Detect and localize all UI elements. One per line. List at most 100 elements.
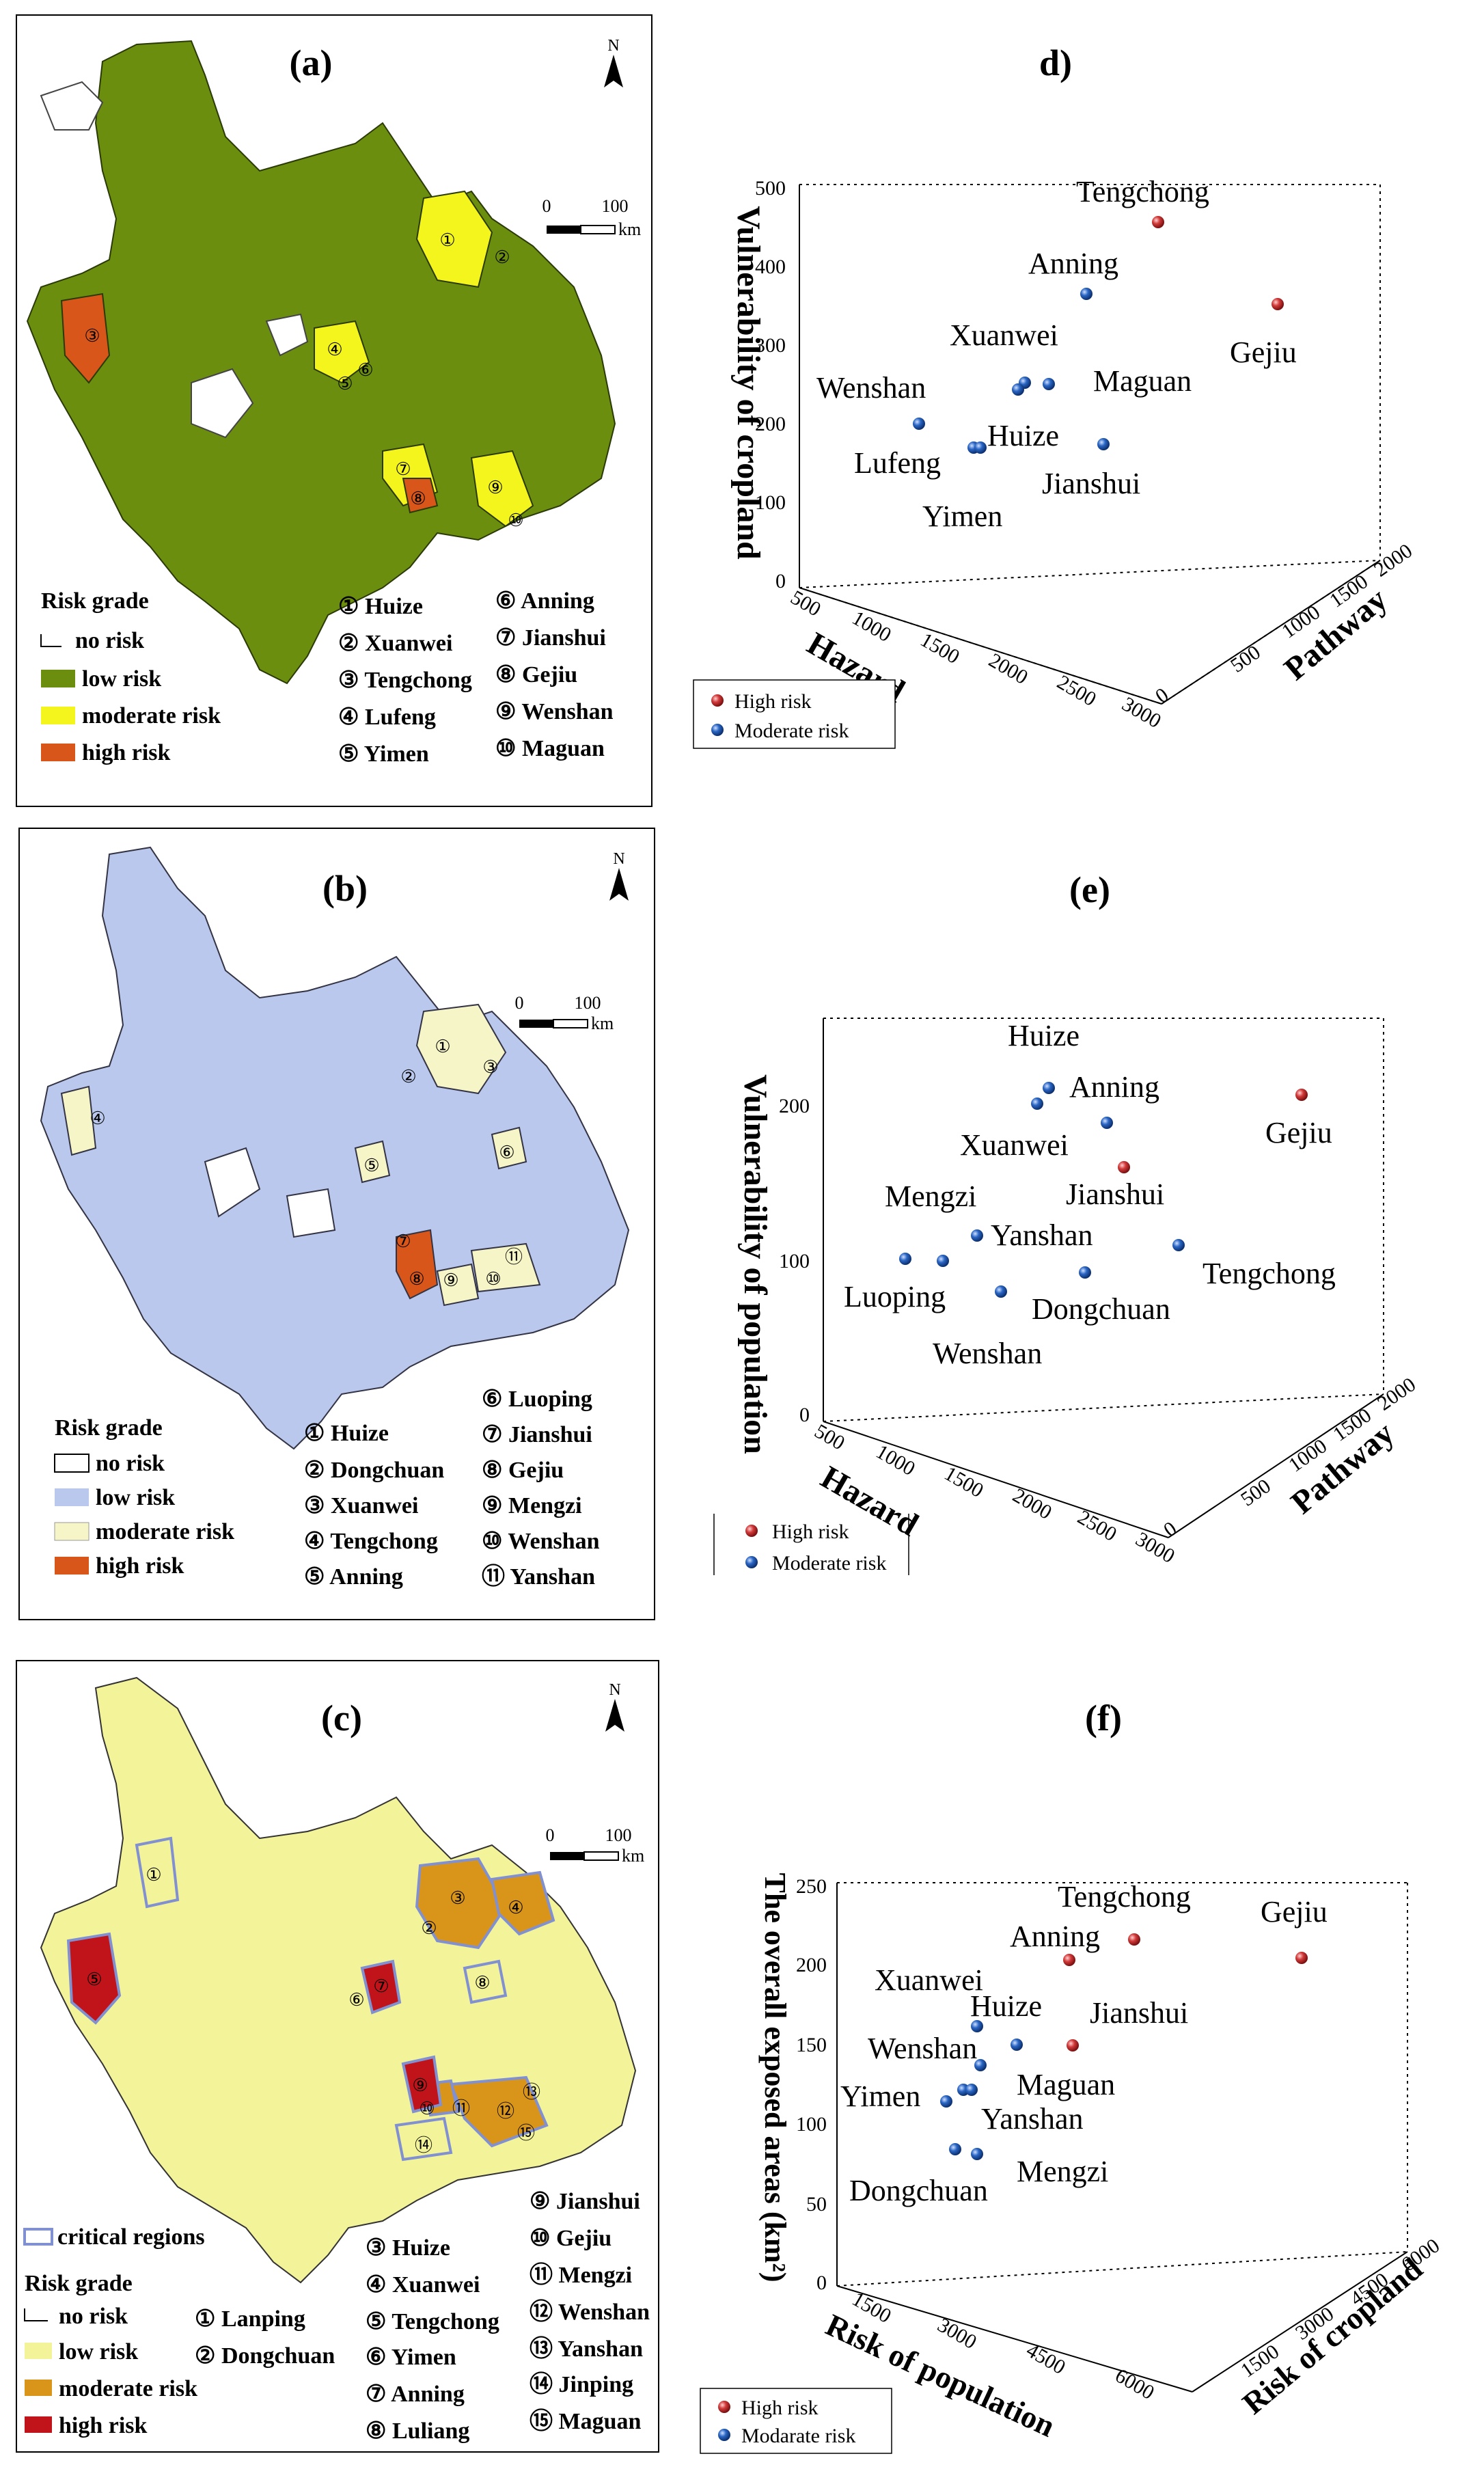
svg-text:⑦ Jianshui: ⑦ Jianshui — [482, 1422, 592, 1447]
panel-e-points — [899, 1082, 1308, 1298]
panel-b-frame — [18, 828, 655, 1620]
point-label: Wenshan — [868, 2032, 977, 2065]
panel-c-critical-outline — [394, 2116, 453, 2162]
panel-a-high-area — [402, 478, 439, 514]
svg-text:① Huize: ① Huize — [304, 1421, 389, 1446]
svg-text:100: 100 — [605, 1825, 632, 1845]
point-label: Mengzi — [885, 1180, 976, 1213]
panel-c-marker: ⑦ — [373, 1976, 389, 1996]
panel-f-ylabel: Risk of cropland — [1236, 2250, 1429, 2421]
panel-b-moderate-area — [415, 1003, 507, 1095]
panel-c-marker: ② — [421, 1918, 437, 1938]
panel-c-scale-bar: 0 100 km — [546, 1825, 645, 1866]
svg-text:500: 500 — [787, 586, 825, 621]
svg-text:300: 300 — [755, 334, 786, 357]
panel-d-zlabel: Vulnerability of cropland — [730, 206, 767, 560]
panel-b-province-shape — [40, 846, 630, 1450]
panel-f-zlabel: The overall exposed areas (km²) — [758, 1873, 792, 2282]
panel-e-point-moderate — [1101, 1117, 1113, 1129]
panel-a-frame — [16, 14, 652, 807]
panel-d-axes-lines — [799, 185, 1381, 705]
point-label: Jianshui — [1090, 1996, 1188, 2030]
svg-text:⑨ Mengzi: ⑨ Mengzi — [482, 1493, 582, 1518]
svg-text:① Lanping: ① Lanping — [195, 2306, 305, 2332]
panel-d-point-moderate — [1012, 383, 1024, 396]
point-label: Mengzi — [1017, 2155, 1108, 2188]
svg-text:high risk: high risk — [59, 2413, 148, 2438]
svg-text:Moderate risk: Moderate risk — [734, 720, 849, 742]
svg-text:0: 0 — [542, 196, 551, 216]
point-label: Tengchong — [1203, 1257, 1336, 1290]
panel-b-marker: ② — [400, 1067, 416, 1087]
legend-title: Risk grade — [55, 1415, 163, 1441]
panel-c-marker: ⑭ — [415, 2136, 432, 2155]
svg-text:200: 200 — [796, 1954, 827, 1976]
point-label: Luoping — [844, 1280, 946, 1313]
svg-text:④ Tengchong: ④ Tengchong — [304, 1529, 438, 1554]
panel-a-scale-bar: 0 100 km — [542, 196, 642, 239]
svg-text:100: 100 — [779, 1250, 810, 1272]
panel-b-high-area — [396, 1229, 439, 1300]
svg-text:0: 0 — [546, 1825, 555, 1845]
svg-text:low risk: low risk — [82, 666, 161, 692]
svg-text:⑩ Gejiu: ⑩ Gejiu — [530, 2226, 612, 2251]
point-label: Xuanwei — [875, 1963, 983, 1997]
panel-b-no-risk-area — [286, 1188, 336, 1238]
panel-b-north-arrow: N — [609, 850, 629, 901]
panel-f-point-moderate — [965, 2084, 978, 2096]
svg-text:0: 0 — [775, 570, 786, 592]
panel-b-tag: (b) — [322, 868, 368, 909]
panel-b-marker: ① — [435, 1037, 450, 1057]
panel-a-marker: ⑧ — [410, 489, 426, 508]
point-label: Huize — [970, 1989, 1042, 2023]
panel-a-high-area — [60, 292, 111, 384]
panel-d-points — [913, 216, 1284, 454]
panel-c-marker: ③ — [450, 1888, 465, 1908]
panel-b-marker: ③ — [482, 1057, 498, 1077]
panel-c-marker: ⑫ — [497, 2101, 514, 2121]
svg-text:Modarate risk: Modarate risk — [741, 2425, 855, 2447]
panel-d-point-labels: Tengchong Anning Gejiu Xuanwei Maguan We… — [816, 175, 1297, 533]
panel-a-legend: Risk grade no risk low risk moderate ris… — [40, 588, 221, 765]
svg-text:100: 100 — [755, 491, 786, 514]
svg-text:⑩ Maguan: ⑩ Maguan — [495, 736, 605, 761]
panel-f-point-high — [1128, 1933, 1140, 1946]
svg-text:⑩ Wenshan: ⑩ Wenshan — [482, 1529, 600, 1554]
panel-e-point-moderate — [1172, 1239, 1185, 1251]
svg-text:④ Xuanwei: ④ Xuanwei — [366, 2272, 480, 2298]
point-label: Jianshui — [1042, 467, 1140, 500]
svg-text:N: N — [613, 850, 624, 868]
panel-c-marker: ④ — [508, 1898, 523, 1918]
panel-b-moderate-area — [470, 1242, 541, 1293]
svg-text:2000: 2000 — [1009, 1484, 1056, 1524]
panel-c-marker: ⑩ — [419, 2099, 435, 2118]
panel-b-no-risk-area — [204, 1147, 261, 1218]
svg-text:⑤ Anning: ⑤ Anning — [304, 1564, 403, 1590]
panel-e-zlabel: Vulnerability of population — [737, 1074, 773, 1454]
svg-text:2500: 2500 — [1074, 1505, 1121, 1546]
panel-a-map-markers: ① ② ③ ④ ⑤ ⑥ ⑦ ⑧ ⑨ ⑩ — [84, 230, 523, 530]
panel-e-axes-lines — [823, 1018, 1384, 1538]
svg-text:3000: 3000 — [934, 2313, 980, 2354]
svg-text:④ Lufeng: ④ Lufeng — [338, 705, 436, 730]
svg-text:500: 500 — [755, 177, 786, 200]
panel-b-moderate-area — [60, 1085, 97, 1156]
svg-text:2000: 2000 — [1373, 1373, 1420, 1415]
legend-title: Risk grade — [25, 2271, 133, 2296]
panel-a-place-list: ① Huize ② Xuanwei ③ Tengchong ④ Lufeng ⑤… — [338, 588, 614, 767]
panel-b-map: (b) N 0 100 km ① ② ③ ④ ⑤ ⑥ ⑦ ⑧ — [18, 828, 655, 1620]
panel-d-point-high — [1152, 216, 1164, 228]
panel-e-point-moderate — [899, 1253, 911, 1265]
point-label: Dongchuan — [849, 2174, 988, 2207]
panel-f-point-moderate — [974, 2059, 987, 2071]
panel-b-marker: ⑤ — [363, 1156, 379, 1175]
panel-e-zticks: 200 100 0 — [779, 1095, 810, 1426]
panel-e-point-high — [1295, 1089, 1308, 1101]
svg-text:⑫ Wenshan: ⑫ Wenshan — [530, 2299, 650, 2325]
panel-d-tag: d) — [1039, 42, 1072, 83]
panel-a-map: (a) N 0 100 km ① ② ③ ④ ⑤ ⑥ ⑦ ⑧ — [16, 14, 652, 807]
panel-a-moderate-area — [415, 190, 493, 288]
panel-b-marker: ⑧ — [409, 1269, 424, 1289]
critical-regions-label: critical regions — [57, 2224, 205, 2250]
svg-text:⑤ Tengchong: ⑤ Tengchong — [366, 2309, 499, 2334]
